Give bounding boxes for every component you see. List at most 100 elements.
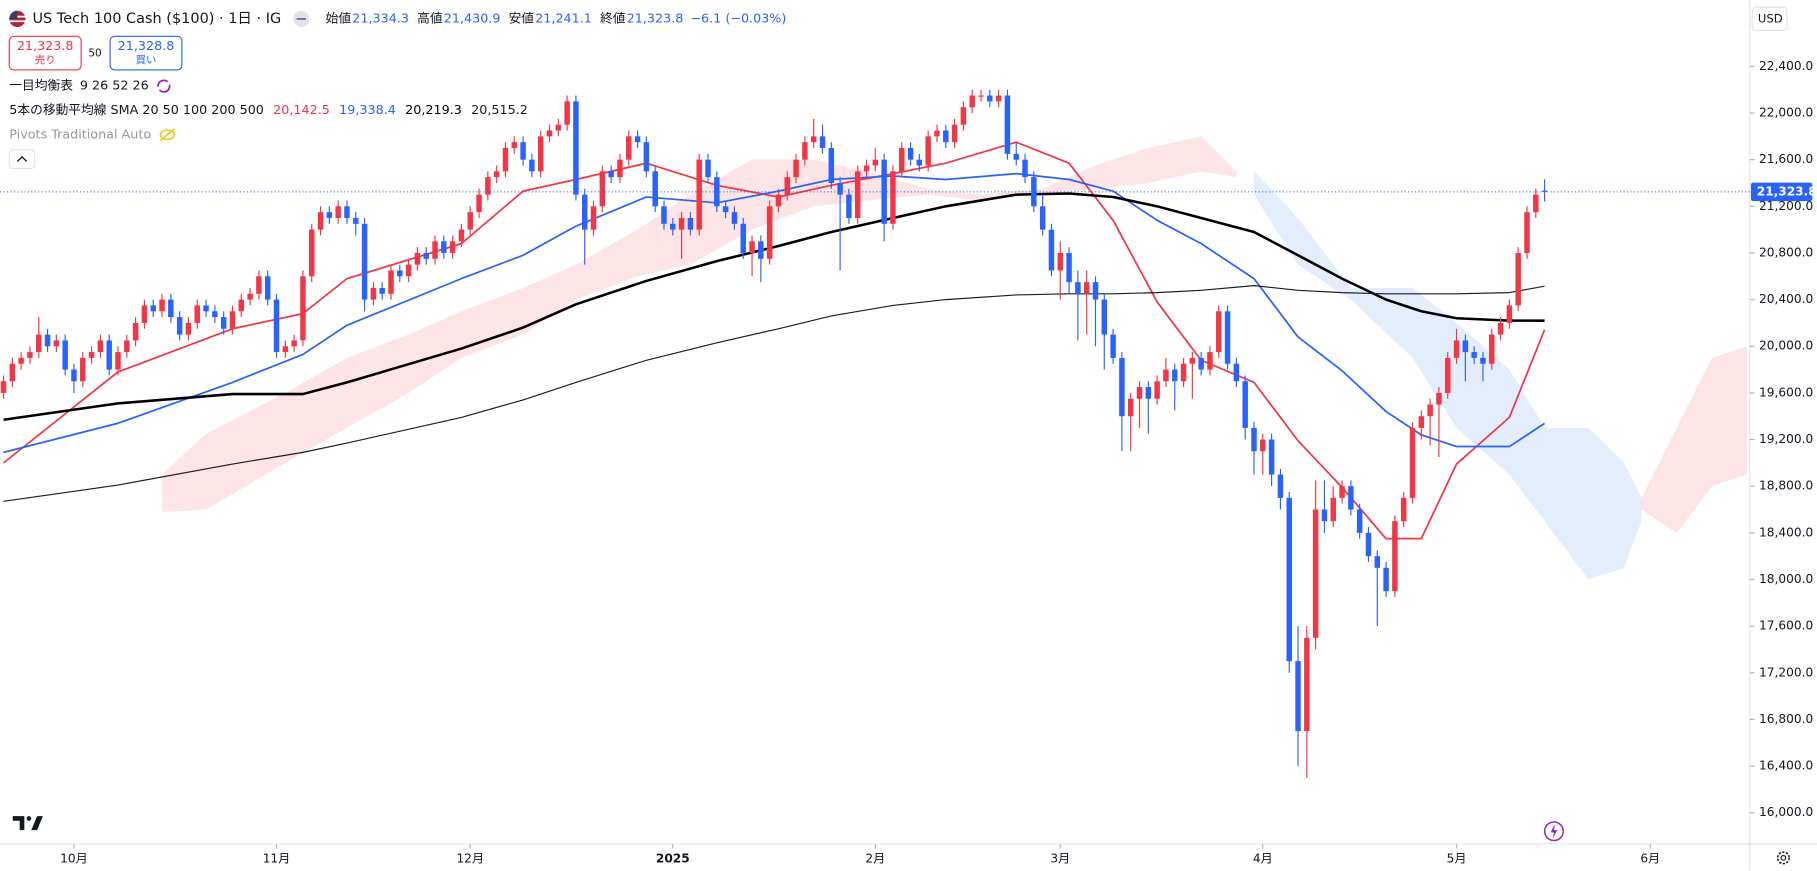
candle-body (1207, 352, 1213, 370)
candle-body (388, 270, 394, 294)
buy-button[interactable] (109, 35, 183, 71)
y-tick-label: 20,800.0 (1759, 245, 1813, 259)
lightning-button[interactable] (1543, 821, 1564, 842)
candle-body (546, 130, 553, 137)
y-tick-label: 16,000.0 (1759, 805, 1813, 819)
x-tick-label: 5月 (1447, 852, 1467, 866)
candle-body (115, 352, 121, 370)
candle-body (458, 229, 465, 242)
candle-body (969, 95, 975, 108)
x-tick-label: 6月 (1640, 852, 1660, 866)
buy-label: 買い (136, 55, 157, 67)
candle-body (493, 171, 500, 178)
candle-body (652, 171, 658, 207)
candle-body (106, 340, 112, 370)
candle-body (176, 317, 183, 335)
candle-body (661, 206, 667, 224)
candle-body (1189, 357, 1196, 364)
hide-legend-button[interactable] (8, 149, 36, 169)
candle-body (1136, 387, 1143, 399)
candle-body (291, 340, 297, 347)
candle-body (802, 142, 808, 160)
candle-body (837, 182, 843, 195)
candle-body (907, 148, 914, 160)
candle-body (890, 171, 896, 224)
settings-button[interactable] (1776, 851, 1790, 865)
candle-body (300, 276, 306, 341)
candle-body (590, 206, 597, 230)
candle-body (520, 142, 526, 160)
ohlc-value: 21,334.3 (352, 11, 409, 26)
indicator-name: 一目均衡表 (9, 79, 73, 94)
candle-body (529, 159, 535, 172)
candle-body (317, 212, 324, 230)
candle-body (758, 241, 764, 259)
ma-value: 20,142.5 (273, 103, 330, 118)
x-tick-label: 11月 (263, 852, 291, 866)
candle-body (1541, 190, 1548, 192)
candle-body (1154, 381, 1160, 399)
candle-body (1224, 311, 1231, 364)
candle-body (582, 194, 588, 230)
candle-body (1471, 352, 1477, 358)
candle-body (696, 159, 702, 230)
candle-body (1277, 474, 1284, 498)
candle-body (71, 369, 77, 382)
candle-body (88, 352, 95, 358)
candle-body (1356, 509, 1363, 533)
spread: 50 (88, 48, 101, 60)
candle-body (194, 305, 200, 323)
candle-body (1110, 334, 1116, 358)
candle-body (27, 352, 33, 358)
sell-button[interactable] (8, 35, 82, 71)
hidden-eye-icon (159, 129, 176, 141)
candle-body (1295, 661, 1301, 732)
candle-body (344, 206, 350, 218)
ma-value: 20,515.2 (471, 103, 528, 118)
currency-button[interactable] (1751, 6, 1788, 32)
candle-body (995, 95, 1002, 102)
candle-body (1004, 95, 1011, 154)
indicator-name: Pivots Traditional Auto (9, 127, 151, 142)
ohlc-label: 高値 (417, 10, 443, 26)
candle-body (1339, 486, 1345, 498)
y-tick-label: 18,000.0 (1759, 572, 1813, 586)
candle-body (643, 142, 650, 172)
candle-body (1031, 177, 1037, 207)
candle-body (740, 223, 746, 253)
y-tick-label: 21,600.0 (1759, 152, 1813, 166)
candle-body (537, 136, 544, 172)
candle-body (1145, 387, 1152, 399)
candle-body (775, 194, 782, 207)
candle-body (634, 136, 641, 143)
candle-body (960, 107, 967, 125)
candle-body (1048, 229, 1055, 271)
candle-body (1445, 357, 1451, 393)
candle-body (687, 217, 694, 230)
y-tick-label: 16,800.0 (1759, 712, 1813, 726)
candle-body (476, 194, 482, 213)
candle-body (432, 241, 438, 259)
y-tick-label: 19,200.0 (1759, 432, 1813, 446)
candle-body (141, 305, 148, 323)
current-price-tag (1750, 182, 1813, 202)
ma-value: 20,219.3 (405, 103, 462, 118)
buy-price: 21,328.8 (118, 39, 175, 54)
candle-body (555, 124, 562, 131)
legend: 21,323.8 売り 50 21,328.8 買い US Tech 100 C… (8, 10, 786, 169)
candle-body (1057, 252, 1063, 271)
candle-body (1013, 153, 1019, 160)
hidden-eye-slash (159, 128, 175, 142)
x-tick-label: 3月 (1050, 852, 1070, 866)
candle-body (1427, 404, 1433, 417)
candle-body (978, 95, 984, 97)
candle-body (987, 95, 993, 102)
candle-body (309, 229, 315, 277)
y-tick-label: 20,400.0 (1759, 292, 1813, 306)
candle-body (44, 334, 51, 347)
candle-body (731, 212, 738, 224)
candle-body (1286, 497, 1292, 662)
candle-body (467, 212, 473, 230)
candle-body (678, 217, 685, 230)
y-tick-label: 22,400.0 (1759, 59, 1813, 73)
